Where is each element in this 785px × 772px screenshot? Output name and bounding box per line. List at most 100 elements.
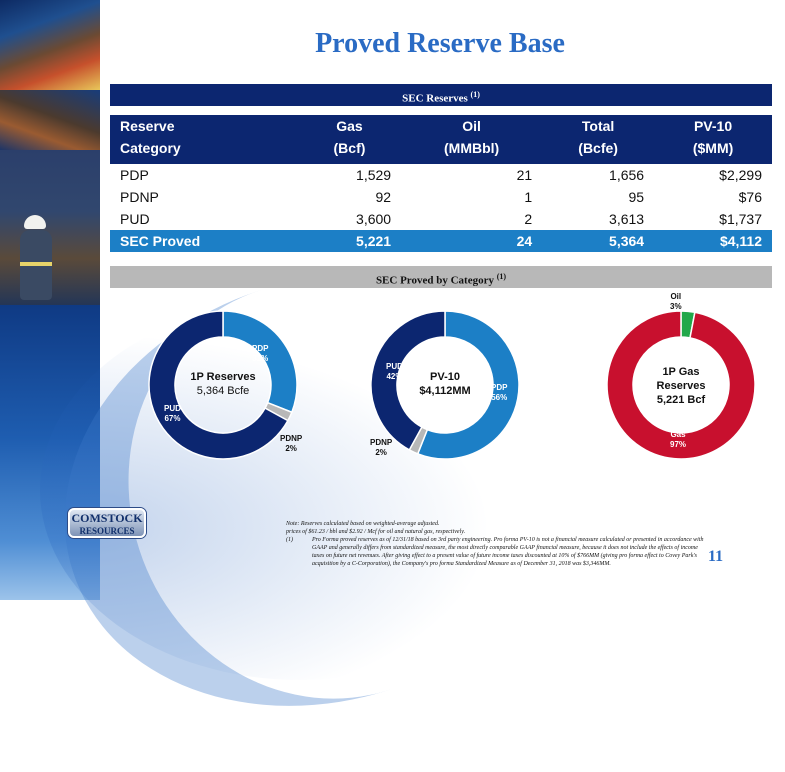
background-arc	[8, 208, 642, 772]
reserves-table: Reserve Gas Oil Total PV-10 Category (Bc…	[110, 115, 772, 252]
donut1-label-pud: PUD 67%	[164, 404, 181, 424]
comstock-logo: COMSTOCK RESOURCES	[68, 508, 146, 538]
donut2-label-pdp-value: 56%	[491, 393, 508, 402]
footnote-marker: (1)	[286, 537, 293, 543]
header-category: Category	[110, 137, 298, 159]
donut1-label-pud-value: 67%	[164, 414, 181, 423]
table-row: PUD 3,600 2 3,613 $1,737	[110, 208, 772, 230]
row-oil: 21	[516, 167, 533, 183]
donut1-slice-pud	[148, 310, 289, 460]
donut3-label-gas-value: 97%	[670, 440, 687, 449]
donut3-center-line1: 1P Gas	[662, 366, 700, 378]
donut2-label-pud-value: 42%	[386, 372, 403, 381]
donut3-label-oil-name: Oil	[670, 292, 682, 301]
safety-stripe	[20, 262, 52, 266]
donut2-slice-pdp	[416, 310, 520, 460]
header-divider	[110, 159, 772, 164]
logo-line1: COMSTOCK	[71, 511, 143, 525]
row-total: 1,656	[609, 167, 645, 183]
donut2-center: PV-10 $4,112MM	[400, 370, 490, 398]
header-total: Total	[542, 115, 655, 137]
donut2-label-pdp-name: PDP	[491, 383, 508, 392]
header-pv10: PV-10	[654, 115, 772, 137]
donut3-label-gas-name: Gas	[670, 430, 686, 439]
donut2-center-line1: PV-10	[430, 371, 460, 383]
row-category: PDP	[120, 167, 149, 183]
gas-donut-chart	[606, 310, 756, 460]
logo-line2: RESOURCES	[79, 526, 135, 536]
donut1-center: 1P Reserves 5,364 Bcfe	[178, 370, 268, 398]
header-reserve: Reserve	[110, 115, 298, 137]
row-oil: 1	[524, 189, 533, 205]
total-oil: 24	[401, 230, 543, 252]
donut1-label-pdnp-value: 2%	[285, 444, 297, 453]
table-header-row-2: Category (Bcf) (MMBbl) (Bcfe) ($MM)	[110, 137, 772, 159]
reserves-donut-chart	[148, 310, 298, 460]
donut2-label-pud: PUD 42%	[386, 362, 403, 382]
note-line2: prices of $61.23 / bbl and $2.92 / Mcf f…	[286, 529, 466, 535]
pv10-donut-chart	[370, 310, 520, 460]
donut2-label-pdnp-name: PDNP	[370, 438, 393, 447]
note-line1: Note: Reserves calculated based on weigh…	[286, 521, 440, 527]
row-pv10: $1,737	[719, 211, 762, 227]
header-gas-unit: (Bcf)	[297, 137, 402, 159]
donut3-center-line2: Reserves	[656, 380, 706, 392]
donut1-label-pdp: PDP 31%	[252, 344, 268, 364]
hard-hat-shape	[24, 215, 46, 229]
sec-proved-by-category-header: SEC Proved by Category (1)	[110, 266, 772, 288]
row-gas: 1,529	[356, 167, 392, 183]
donut2-center-line2: $4,112MM	[419, 385, 471, 397]
row-gas: 92	[375, 189, 392, 205]
row-oil: 2	[524, 211, 533, 227]
total-category: SEC Proved	[110, 230, 298, 252]
table-row: PDNP 92 1 95 $76	[110, 186, 772, 208]
row-pv10: $2,299	[719, 167, 762, 183]
footnotes: Note: Reserves calculated based on weigh…	[286, 520, 706, 568]
sec-reserves-label: SEC Reserves	[402, 92, 468, 105]
footnote-1: (1) Pro Forma proved reserves as of 12/31…	[286, 536, 706, 568]
row-gas: 3,600	[356, 211, 392, 227]
header-total-unit: (Bcfe)	[542, 137, 655, 159]
donut2-slice-pud	[370, 310, 446, 451]
sec-reserves-header: SEC Reserves (1)	[110, 84, 772, 106]
row-category: PUD	[120, 211, 150, 227]
donut1-label-pdnp: PDNP 2%	[280, 434, 302, 454]
total-total: 5,364	[542, 230, 655, 252]
donut2-label-pdnp: PDNP 2%	[370, 438, 392, 458]
page-title: Proved Reserve Base	[315, 28, 565, 59]
donut3-label-gas: Gas 97%	[670, 430, 686, 450]
donut3-slice-gas	[606, 310, 756, 460]
row-total: 95	[628, 189, 645, 205]
donut1-label-pdp-value: 31%	[252, 354, 269, 363]
sec-reserves-footnote-ref: (1)	[470, 90, 480, 99]
table-row: PDP 1,529 21 1,656 $2,299	[110, 164, 772, 186]
blue-wave-panel	[0, 305, 100, 600]
footnote-text: Pro Forma proved reserves as of 12/31/18…	[312, 537, 704, 567]
drilling-rig-photo	[0, 0, 100, 90]
row-category: PDNP	[120, 189, 159, 205]
header-gas: Gas	[297, 115, 402, 137]
row-pv10: $76	[738, 189, 762, 205]
donut3-center-line3: 5,221 Bcf	[656, 394, 706, 406]
rig-crew-photo	[0, 90, 100, 150]
total-pv10: $4,112	[654, 230, 772, 252]
donut3-center: 1P Gas Reserves 5,221 Bcf	[636, 365, 726, 407]
donut1-center-line1: 1P Reserves	[190, 371, 256, 383]
sidebar-decor	[0, 0, 100, 600]
table-total-row: SEC Proved 5,221 24 5,364 $4,112	[110, 230, 772, 252]
row-total: 3,613	[609, 211, 645, 227]
table-header-row-1: Reserve Gas Oil Total PV-10	[110, 115, 772, 137]
category-band-label: SEC Proved by Category	[375, 274, 494, 287]
donut1-center-line2: 5,364 Bcfe	[196, 385, 250, 397]
header-oil-unit: (MMBbl)	[401, 137, 543, 159]
donut1-label-pdp-name: PDP	[252, 344, 269, 353]
donut3-label-oil-value: 3%	[670, 302, 682, 311]
category-band-footnote-ref: (1)	[496, 272, 507, 281]
donut2-label-pdnp-value: 2%	[375, 448, 387, 457]
donut2-label-pdp: PDP 56%	[491, 383, 507, 403]
donut1-label-pud-name: PUD	[164, 404, 181, 413]
page-number: 11	[708, 548, 724, 565]
total-gas: 5,221	[297, 230, 402, 252]
header-pv10-unit: ($MM)	[654, 137, 772, 159]
donut1-label-pdnp-name: PDNP	[280, 434, 303, 443]
